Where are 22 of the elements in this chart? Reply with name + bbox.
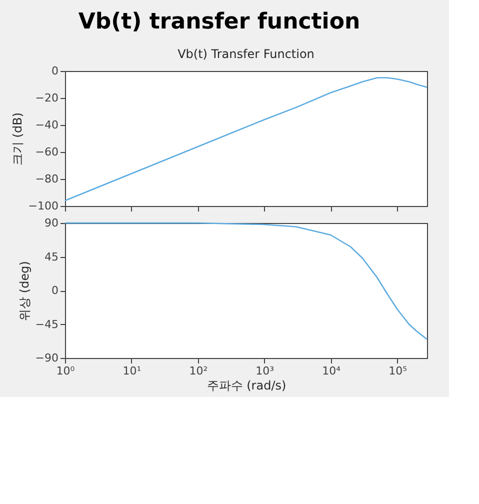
y-tick-label: 45 [44, 250, 58, 264]
chart-title: Vb(t) Transfer Function [178, 47, 314, 61]
y-axis-title: 위상 (deg) [17, 261, 32, 321]
x-axis-title: 주파수 (rad/s) [206, 378, 286, 392]
x-tick-label: 10³ [256, 364, 274, 378]
x-tick-label: 10¹ [122, 364, 142, 378]
y-tick-label: 90 [44, 216, 58, 230]
x-tick-label: 10⁰ [56, 364, 76, 378]
y-tick-label: −80 [35, 172, 58, 186]
y-tick-label: 0 [52, 64, 58, 78]
y-tick-label: 0 [52, 284, 58, 297]
x-tick-label: 10⁴ [322, 364, 342, 378]
y-tick-label: −20 [35, 92, 58, 104]
y-tick-label: −90 [35, 352, 58, 364]
y-tick-label: −40 [35, 118, 58, 132]
y-tick-label: −100 [28, 200, 58, 212]
x-tick-label: 10² [189, 364, 208, 378]
x-tick-label: 10⁵ [388, 364, 407, 378]
y-axis-title: 크기 (dB) [10, 112, 24, 166]
y-tick-label: −60 [35, 146, 58, 158]
y-tick-label: −45 [35, 318, 58, 331]
text: Vb(t) transfer function [78, 10, 360, 34]
